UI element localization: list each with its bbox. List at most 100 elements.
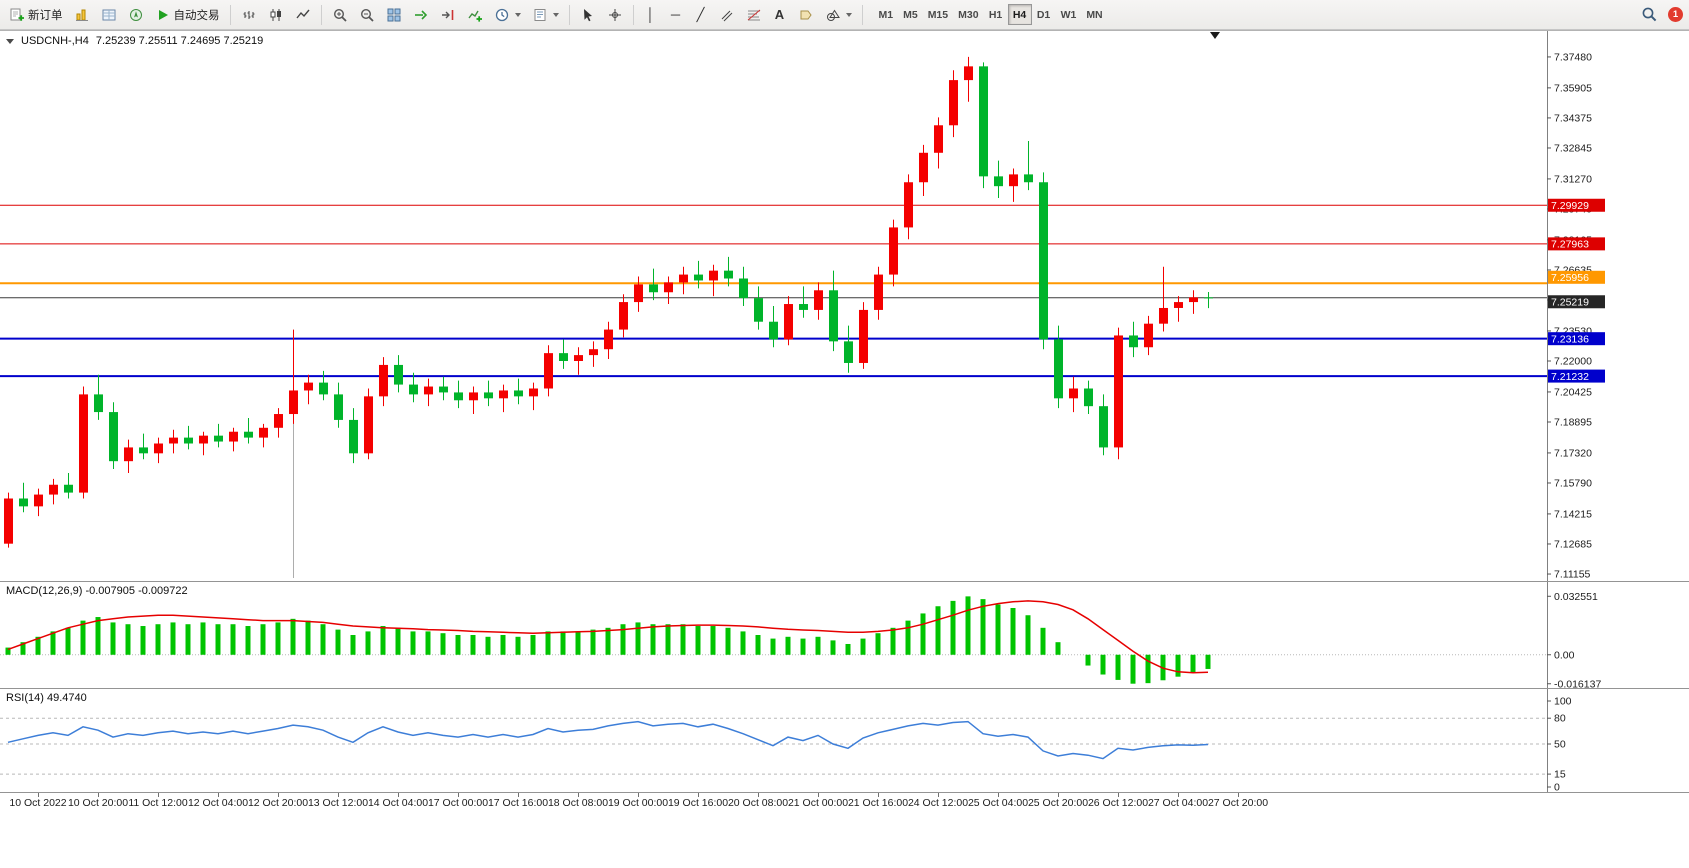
svg-text:7.18895: 7.18895 <box>1554 416 1592 428</box>
timeframe-h1-button[interactable]: H1 <box>984 4 1008 25</box>
macd-axis[interactable]: 0.032551 0.00 -0.016137 <box>1547 591 1601 688</box>
time-tick <box>698 793 699 797</box>
bar-chart-button[interactable] <box>236 2 262 28</box>
auto-scroll-button[interactable] <box>408 2 434 28</box>
autotrading-button[interactable]: 自动交易 <box>150 3 225 27</box>
fibonacci-tool-button[interactable] <box>741 2 767 28</box>
shapes-tool-button[interactable] <box>820 2 857 28</box>
price-axis[interactable]: 7.374807.359057.343757.328457.312707.297… <box>1547 51 1605 581</box>
cursor-button[interactable] <box>575 2 601 28</box>
channel-tool-button[interactable] <box>714 2 740 28</box>
auto-scroll-icon <box>413 7 429 23</box>
time-label: 18 Oct 08:00 <box>547 797 609 809</box>
data-window-button[interactable] <box>96 2 122 28</box>
navigator-button[interactable] <box>123 2 149 28</box>
time-label: 25 Oct 20:00 <box>1027 797 1089 809</box>
timeframe-m5-button[interactable]: M5 <box>898 4 923 25</box>
chart-window: 7.374807.359057.343757.328457.312707.297… <box>0 30 1689 812</box>
svg-text:100: 100 <box>1554 696 1572 708</box>
horizontal-line-tool-button[interactable]: ─ <box>664 2 688 28</box>
timeframe-d1-button[interactable]: D1 <box>1032 4 1056 25</box>
svg-text:7.17320: 7.17320 <box>1554 447 1592 459</box>
timeframe-h4-button[interactable]: H4 <box>1007 4 1032 25</box>
time-tick <box>38 793 39 797</box>
templates-button[interactable] <box>527 2 564 28</box>
time-label: 21 Oct 00:00 <box>787 797 849 809</box>
timeframe-m30-button[interactable]: M30 <box>953 4 983 25</box>
tile-windows-button[interactable] <box>381 2 407 28</box>
chart-shift-button[interactable] <box>435 2 461 28</box>
time-label: 26 Oct 12:00 <box>1087 797 1149 809</box>
chart-shift-marker[interactable] <box>1210 32 1220 39</box>
rsi-axis[interactable]: 100 80 50 150 <box>1547 696 1572 793</box>
ohlc-quote-label: 7.25239 7.25511 7.24695 7.25219 <box>95 35 264 47</box>
svg-text:7.25956: 7.25956 <box>1551 272 1589 284</box>
data-window-icon <box>101 7 117 23</box>
time-label: 13 Oct 12:00 <box>307 797 369 809</box>
time-tick <box>158 793 159 797</box>
time-tick <box>938 793 939 797</box>
zoom-in-button[interactable] <box>327 2 353 28</box>
indicators-button[interactable] <box>462 2 488 28</box>
time-tick <box>638 793 639 797</box>
svg-text:0: 0 <box>1554 782 1560 793</box>
svg-text:7.27963: 7.27963 <box>1551 239 1589 251</box>
timeframe-w1-button[interactable]: W1 <box>1056 4 1082 25</box>
label-tool-button[interactable] <box>793 2 819 28</box>
svg-text:15: 15 <box>1554 769 1566 781</box>
autotrading-play-icon <box>155 7 171 23</box>
svg-text:80: 80 <box>1554 713 1566 725</box>
chevron-down-icon <box>845 12 852 17</box>
main-chart-svg[interactable]: 7.374807.359057.343757.328457.312707.297… <box>0 31 1689 581</box>
svg-text:7.21232: 7.21232 <box>1551 371 1589 383</box>
new-order-button[interactable]: 新订单 <box>4 3 68 27</box>
chevron-down-icon <box>514 12 521 17</box>
time-axis[interactable]: 10 Oct 2022 10 Oct 20:00 11 Oct 12:00 12 Oc… <box>0 792 1689 812</box>
periods-button[interactable] <box>489 2 526 28</box>
search-icon <box>1641 7 1657 23</box>
toolbar-separator <box>320 4 322 25</box>
main-chart-panel[interactable]: 7.374807.359057.343757.328457.312707.297… <box>0 31 1689 581</box>
timeframe-m15-button[interactable]: M15 <box>923 4 953 25</box>
timeframe-m1-button[interactable]: M1 <box>874 4 899 25</box>
svg-text:7.15790: 7.15790 <box>1554 477 1592 489</box>
text-tool-button[interactable]: A <box>768 2 792 28</box>
candlestick-chart-button[interactable] <box>263 2 289 28</box>
symbol-timeframe-label: USDCNH-,H4 <box>21 35 89 47</box>
macd-label: MACD(12,26,9) -0.007905 -0.009722 <box>6 585 188 597</box>
rsi-svg: 100 80 50 150 <box>0 689 1572 793</box>
one-click-collapse-icon[interactable] <box>6 38 14 44</box>
line-chart-button[interactable] <box>290 2 316 28</box>
timeframe-mn-button[interactable]: MN <box>1081 4 1107 25</box>
rsi-label: RSI(14) 49.4740 <box>6 692 87 704</box>
vertical-line-tool-button[interactable]: │ <box>639 2 663 28</box>
svg-text:7.29929: 7.29929 <box>1551 200 1589 212</box>
horizontal-line-icon: ─ <box>670 6 681 22</box>
zoom-out-button[interactable] <box>354 2 380 28</box>
svg-text:7.37480: 7.37480 <box>1554 51 1592 63</box>
notification-badge[interactable]: 1 <box>1668 7 1683 22</box>
market-watch-button[interactable] <box>69 2 95 28</box>
candlestick-series <box>4 56 1213 548</box>
time-tick <box>578 793 579 797</box>
svg-text:7.14215: 7.14215 <box>1554 508 1592 520</box>
time-tick <box>1118 793 1119 797</box>
time-tick <box>1238 793 1239 797</box>
time-label: 10 Oct 20:00 <box>67 797 129 809</box>
crosshair-button[interactable] <box>602 2 628 28</box>
svg-text:7.12685: 7.12685 <box>1554 538 1592 550</box>
svg-text:-0.016137: -0.016137 <box>1554 678 1601 688</box>
navigator-icon <box>128 7 144 23</box>
search-button[interactable] <box>1636 2 1662 28</box>
time-label: 19 Oct 00:00 <box>607 797 669 809</box>
macd-histogram <box>5 596 1211 684</box>
macd-panel[interactable]: 0.032551 0.00 -0.016137 MACD(12,26,9) -0.0… <box>0 581 1689 688</box>
trendline-icon: ╱ <box>696 6 705 22</box>
toolbar-separator <box>229 4 231 25</box>
time-label: 11 Oct 12:00 <box>128 797 188 809</box>
trendline-tool-button[interactable]: ╱ <box>689 2 713 28</box>
time-label: 17 Oct 16:00 <box>487 797 549 809</box>
horizontal-level-lines[interactable] <box>0 204 1547 378</box>
svg-text:50: 50 <box>1554 739 1566 751</box>
rsi-panel[interactable]: 100 80 50 15 0 RSI(14) 49.4740 <box>0 688 1689 792</box>
